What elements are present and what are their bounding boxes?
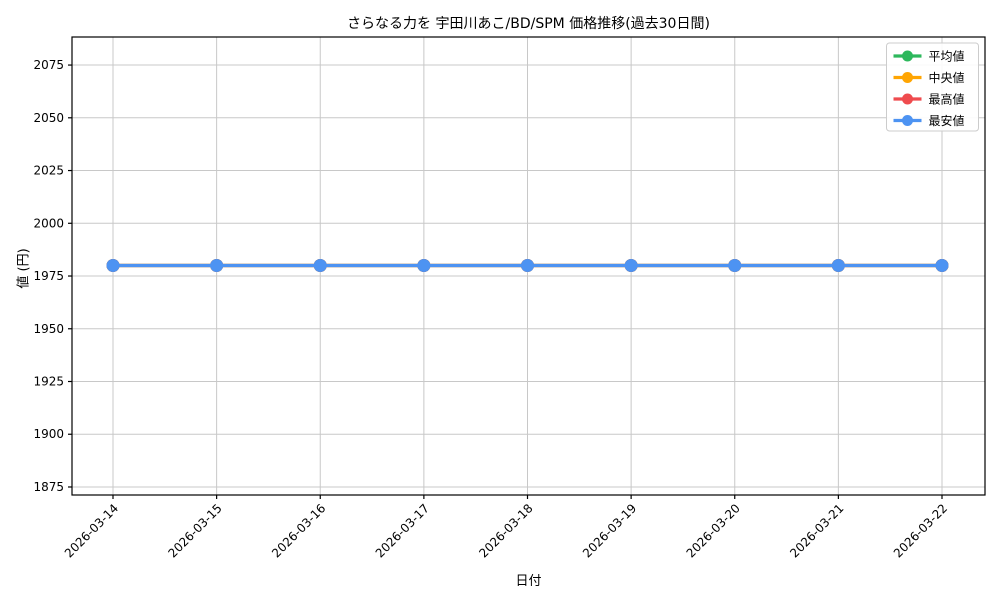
y-tick-label: 2025 bbox=[33, 164, 64, 178]
x-tick-label: 2026-03-20 bbox=[684, 501, 743, 560]
x-tick-label: 2026-03-16 bbox=[269, 501, 328, 560]
y-axis-label: 値 (円) bbox=[16, 248, 32, 289]
x-tick-label: 2026-03-21 bbox=[787, 501, 846, 560]
data-point-最安値 bbox=[831, 258, 845, 272]
data-point-最安値 bbox=[521, 258, 534, 272]
x-tick-label: 2026-03-15 bbox=[166, 501, 225, 560]
legend-marker bbox=[902, 93, 913, 105]
x-tick-label: 2026-03-14 bbox=[62, 501, 121, 560]
y-tick-label: 1875 bbox=[33, 480, 64, 494]
legend-label: 平均値 bbox=[929, 49, 965, 64]
data-point-最安値 bbox=[624, 258, 638, 272]
data-point-最安値 bbox=[210, 258, 224, 272]
x-axis-label: 日付 bbox=[515, 574, 542, 589]
data-point-最安値 bbox=[106, 258, 120, 272]
data-point-最安値 bbox=[313, 258, 327, 272]
data-point-最安値 bbox=[417, 258, 431, 272]
legend-box bbox=[886, 42, 979, 132]
x-tick-label: 2026-03-18 bbox=[476, 501, 535, 560]
plot-frame bbox=[71, 36, 986, 496]
legend-label: 最安値 bbox=[929, 113, 965, 128]
y-tick-label: 2050 bbox=[33, 111, 64, 125]
y-tick-label: 1925 bbox=[33, 375, 64, 389]
y-tick-label: 2075 bbox=[33, 58, 64, 72]
x-tick-label: 2026-03-22 bbox=[891, 501, 950, 560]
y-tick-label: 2000 bbox=[33, 216, 64, 230]
legend-label: 最高値 bbox=[929, 92, 965, 107]
y-tick-label: 1900 bbox=[33, 427, 64, 441]
x-tick-label: 2026-03-19 bbox=[580, 501, 639, 560]
x-tick-label: 2026-03-17 bbox=[373, 501, 432, 560]
legend-marker bbox=[902, 115, 913, 126]
legend-marker bbox=[902, 72, 913, 83]
y-tick-label: 1950 bbox=[33, 322, 64, 336]
legend-label: 中央値 bbox=[929, 70, 965, 85]
legend-marker bbox=[902, 50, 913, 62]
data-point-最安値 bbox=[935, 258, 949, 272]
chart-title: さらなる力を 宇田川あこ/BD/SPM 価格推移(過去30日間) bbox=[347, 16, 710, 32]
data-point-最安値 bbox=[728, 258, 742, 272]
y-tick-label: 1975 bbox=[33, 269, 64, 283]
